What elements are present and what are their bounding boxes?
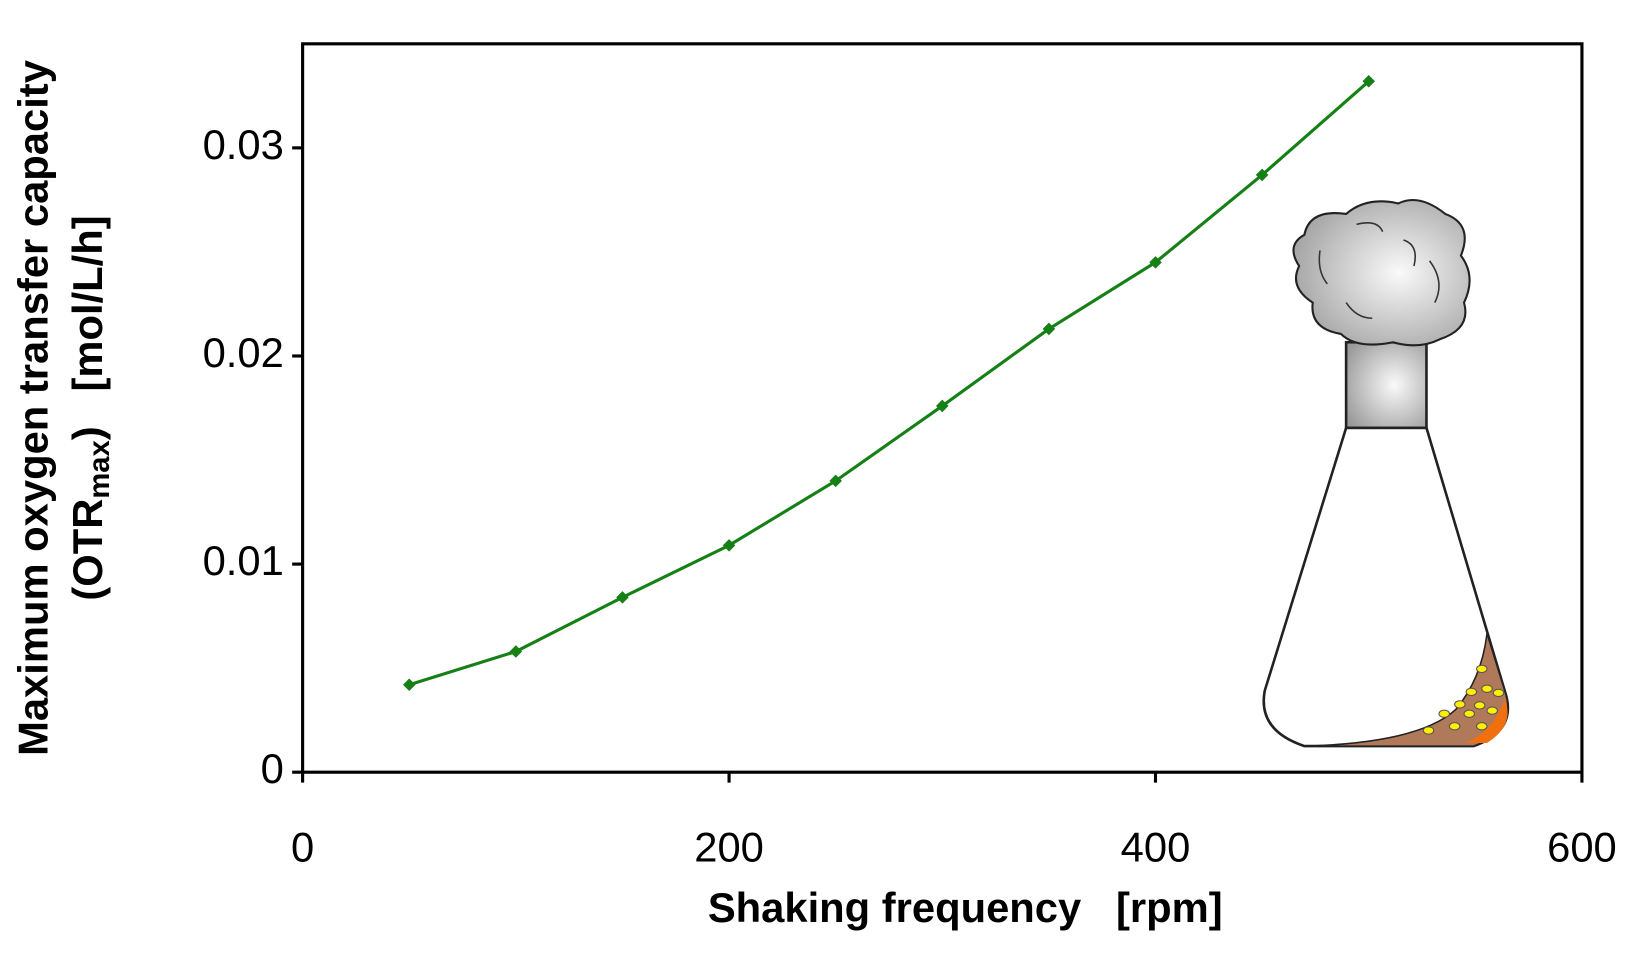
data-point (616, 591, 629, 604)
y-label-prefix: (OTR (64, 499, 111, 601)
data-point (1362, 75, 1375, 88)
x-axis-label: Shaking frequency [rpm] (708, 884, 1223, 931)
x-tick-label: 0 (291, 823, 314, 870)
series-line (408, 80, 1370, 687)
y-axis-label-line2: (OTRmax) [mol/L/h] (64, 215, 116, 600)
x-tick-label: 400 (1121, 823, 1191, 870)
x-tick-label: 200 (694, 823, 764, 870)
data-point (1042, 322, 1056, 336)
plot-frame (301, 42, 1584, 774)
data-point (722, 539, 736, 552)
x-tick-label: 600 (1547, 823, 1617, 870)
plot-root: Shaking frequency [rpm] Maximum oxygen t… (10, 42, 1617, 931)
y-label-sub: max (84, 439, 116, 498)
data-point (402, 678, 416, 692)
flask-illustration (1262, 199, 1510, 748)
y-tick-label: 0.01 (203, 537, 284, 584)
y-tick-label: 0.03 (203, 121, 284, 168)
y-tick-label: 0.02 (203, 329, 284, 376)
y-label-suffix: ) [mol/L/h] (64, 215, 111, 440)
data-point (509, 645, 523, 658)
data-point (1149, 256, 1162, 269)
y-axis-label: Maximum oxygen transfer capacity (OTRmax… (10, 60, 116, 756)
y-tick-label: 0 (261, 745, 284, 792)
y-axis-label-line1: Maximum oxygen transfer capacity (10, 60, 57, 756)
